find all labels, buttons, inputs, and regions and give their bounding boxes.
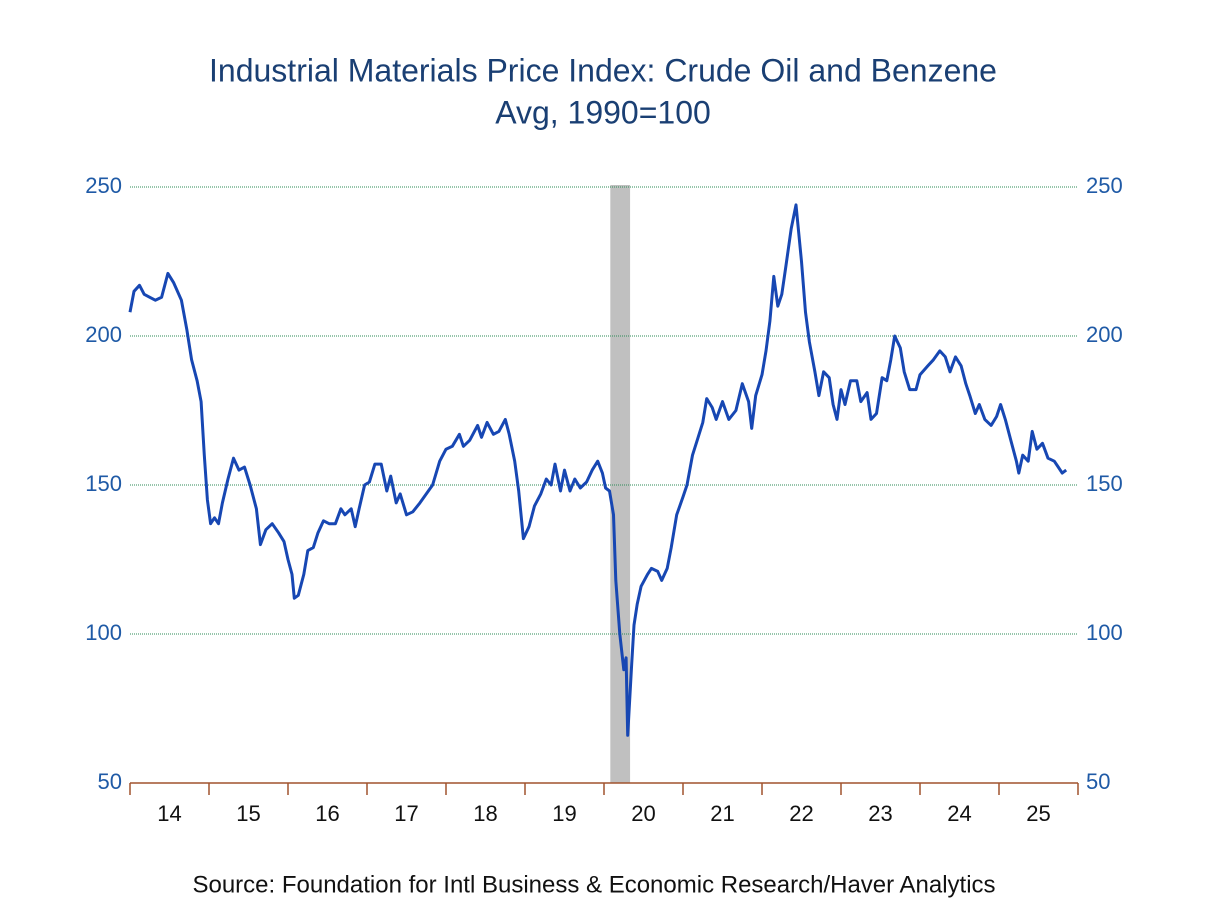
recession-shading (610, 185, 631, 783)
y2-tick-label: 100 (1086, 620, 1123, 645)
x-tick-label: 16 (315, 801, 339, 826)
data-line (128, 203, 1068, 737)
x-tick-label: 18 (473, 801, 497, 826)
x-tick-label: 19 (552, 801, 576, 826)
x-tick-label: 22 (789, 801, 813, 826)
y2-tick-label: 200 (1086, 322, 1123, 347)
source-note: Source: Foundation for Intl Business & E… (192, 871, 995, 898)
x-tick-label: 17 (394, 801, 418, 826)
y-tick-label: 200 (85, 322, 122, 347)
x-tick-label: 24 (947, 801, 971, 826)
x-tick-label: 15 (236, 801, 260, 826)
chart-title: Industrial Materials Price Index: Crude … (209, 52, 997, 88)
y-tick-label: 150 (85, 471, 122, 496)
y2-tick-label: 50 (1086, 769, 1110, 794)
x-tick-label: 21 (710, 801, 734, 826)
y-tick-label: 50 (98, 769, 122, 794)
x-tick-label: 14 (157, 801, 181, 826)
y2-tick-label: 250 (1086, 173, 1123, 198)
x-tick-label: 25 (1026, 801, 1050, 826)
y2-tick-label: 150 (1086, 471, 1123, 496)
chart-subtitle: Avg, 1990=100 (495, 94, 711, 130)
y-tick-label: 100 (85, 620, 122, 645)
x-tick-label: 20 (631, 801, 655, 826)
x-tick-label: 23 (868, 801, 892, 826)
y-tick-label: 250 (85, 173, 122, 198)
